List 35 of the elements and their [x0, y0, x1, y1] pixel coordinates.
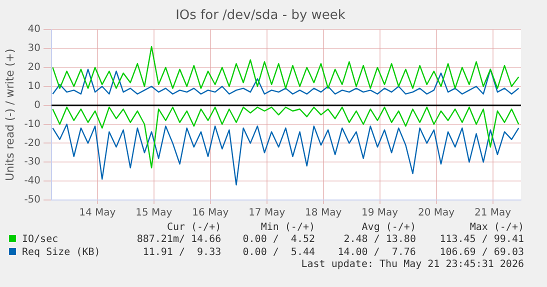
text: Avg (-/+)	[360, 222, 417, 233]
text: 11.91 / 9.33	[142, 246, 222, 259]
x-tick-label: 19 May	[362, 208, 398, 219]
y-tick-label: -40	[24, 176, 41, 187]
x-tick-label: 21 May	[474, 208, 512, 219]
text: 106.69 / 69.03	[438, 246, 525, 259]
legend-label: IO/sec	[21, 233, 60, 246]
text: Max (-/+)	[468, 222, 525, 233]
y-tick-label: 20	[28, 62, 41, 74]
text: 113.45 / 99.41	[438, 233, 525, 246]
text: 2.48 / 13.80	[342, 233, 417, 246]
y-tick-label: -30	[24, 156, 41, 168]
x-tick-label: 20 May	[418, 208, 455, 219]
y-tick-label: 10	[28, 80, 41, 92]
text: 14.00 / 7.76	[336, 246, 417, 259]
x-tick-label: 17 May	[248, 208, 286, 219]
y-tick-label: 30	[28, 43, 41, 54]
chart-title: IOs for /dev/sda - by week	[176, 8, 346, 24]
x-tick-label: 15 May	[136, 208, 172, 219]
y-tick-label: 0	[34, 100, 41, 111]
text: 887.21m/ 14.66	[136, 233, 222, 246]
x-tick-label: 16 May	[192, 208, 229, 219]
y-axis-title: Units read (-) / write (+)	[3, 48, 16, 181]
legend-label: Req Size (KB)	[21, 246, 102, 259]
y-tick-label: -20	[24, 138, 41, 149]
y-tick-label: -10	[24, 118, 41, 130]
text: 0.00 / 4.52	[242, 233, 316, 246]
text: 0.00 / 5.44	[242, 246, 316, 259]
y-tick-label: 40	[28, 24, 41, 36]
x-tick-label: 18 May	[305, 208, 342, 219]
text: Last update: Thu May 21 23:45:31 2026	[300, 259, 525, 270]
y-tick-label: -50	[24, 194, 41, 206]
text: Cur (-/+)	[166, 222, 222, 233]
text: Min (-/+)	[260, 222, 316, 233]
x-tick-label: 14 May	[79, 208, 116, 219]
